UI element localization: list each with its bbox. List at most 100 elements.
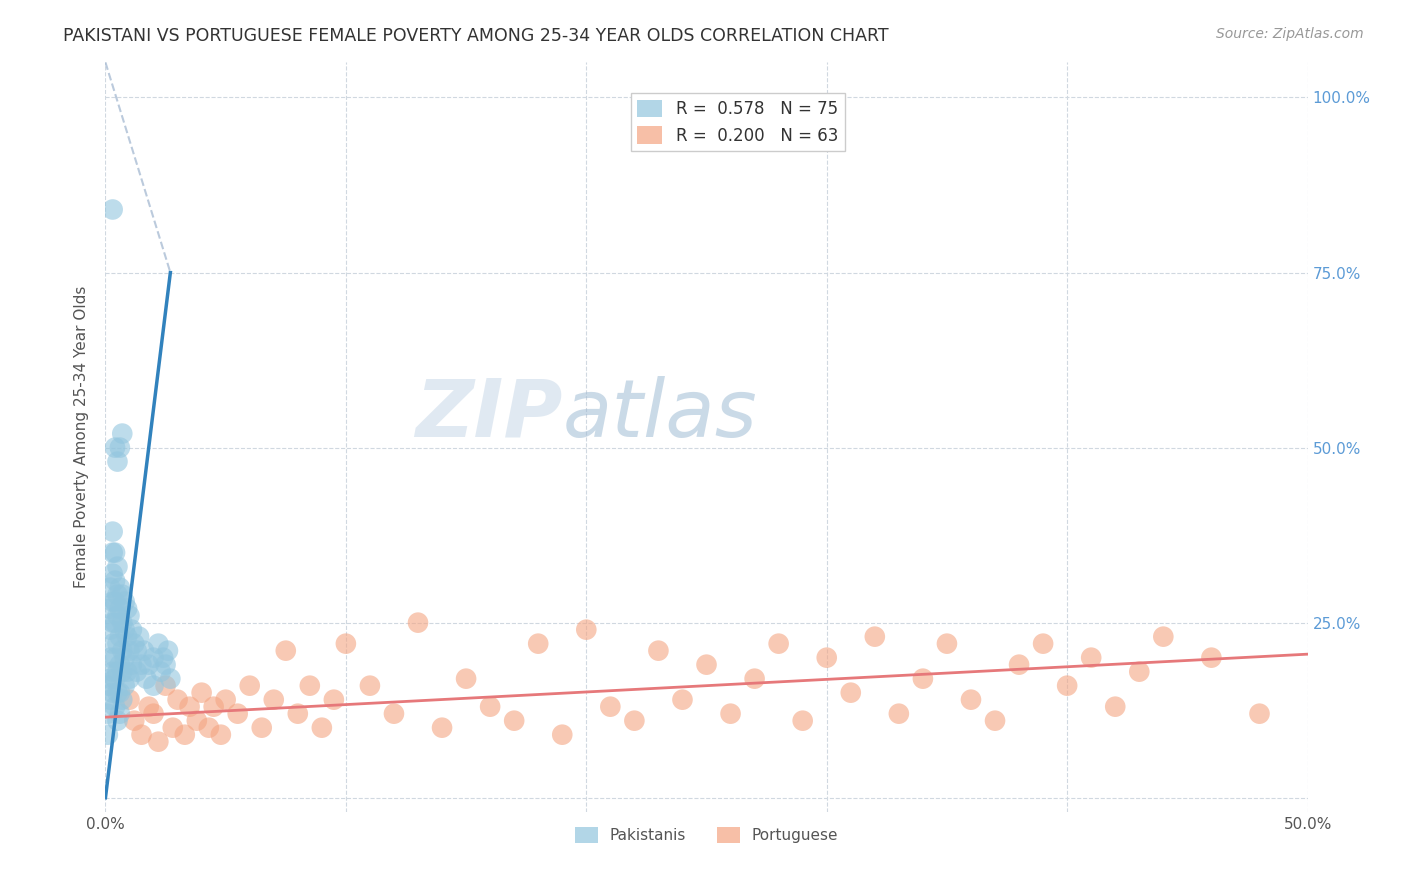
Point <box>111 615 134 630</box>
Point <box>298 679 321 693</box>
Point <box>863 630 886 644</box>
Point <box>108 581 131 595</box>
Point <box>287 706 309 721</box>
Point <box>101 665 124 679</box>
Point <box>104 650 127 665</box>
Point <box>104 441 127 455</box>
Point <box>179 699 201 714</box>
Point <box>107 686 129 700</box>
Point <box>887 706 910 721</box>
Point <box>108 630 131 644</box>
Point <box>311 721 333 735</box>
Y-axis label: Female Poverty Among 25-34 Year Olds: Female Poverty Among 25-34 Year Olds <box>75 286 90 588</box>
Point <box>198 721 221 735</box>
Point <box>108 441 131 455</box>
Point <box>599 699 621 714</box>
Point <box>107 637 129 651</box>
Point <box>696 657 718 672</box>
Point <box>155 679 177 693</box>
Point <box>1008 657 1031 672</box>
Point <box>152 650 174 665</box>
Point <box>121 623 143 637</box>
Point <box>148 734 170 748</box>
Point <box>406 615 429 630</box>
Text: PAKISTANI VS PORTUGUESE FEMALE POVERTY AMONG 25-34 YEAR OLDS CORRELATION CHART: PAKISTANI VS PORTUGUESE FEMALE POVERTY A… <box>63 27 889 45</box>
Point <box>190 686 212 700</box>
Point <box>115 601 138 615</box>
Point <box>124 637 146 651</box>
Point <box>1249 706 1271 721</box>
Point <box>111 426 134 441</box>
Point <box>430 721 453 735</box>
Point <box>97 728 120 742</box>
Point <box>98 623 121 637</box>
Point <box>335 637 357 651</box>
Point <box>142 679 165 693</box>
Point <box>623 714 645 728</box>
Point <box>575 623 598 637</box>
Point <box>1128 665 1150 679</box>
Point <box>125 665 148 679</box>
Point <box>98 601 121 615</box>
Point <box>101 566 124 581</box>
Point <box>98 650 121 665</box>
Point <box>142 650 165 665</box>
Point <box>104 672 127 686</box>
Point <box>118 692 141 706</box>
Point <box>107 559 129 574</box>
Point <box>1032 637 1054 651</box>
Point <box>124 714 146 728</box>
Point <box>1056 679 1078 693</box>
Point <box>274 643 297 657</box>
Point <box>111 692 134 706</box>
Point <box>111 588 134 602</box>
Point <box>155 657 177 672</box>
Point <box>166 692 188 706</box>
Point <box>815 650 838 665</box>
Point <box>720 706 742 721</box>
Point <box>97 706 120 721</box>
Text: Source: ZipAtlas.com: Source: ZipAtlas.com <box>1216 27 1364 41</box>
Point <box>98 672 121 686</box>
Point <box>101 524 124 539</box>
Point <box>1104 699 1126 714</box>
Point <box>768 637 790 651</box>
Point <box>239 679 262 693</box>
Point <box>108 706 131 721</box>
Point <box>111 665 134 679</box>
Point <box>159 672 181 686</box>
Point <box>359 679 381 693</box>
Point <box>115 630 138 644</box>
Point <box>101 686 124 700</box>
Legend: Pakistanis, Portuguese: Pakistanis, Portuguese <box>568 821 845 849</box>
Point <box>132 643 155 657</box>
Point <box>101 594 124 608</box>
Point <box>671 692 693 706</box>
Point <box>382 706 405 721</box>
Point <box>551 728 574 742</box>
Point <box>1152 630 1174 644</box>
Point <box>214 692 236 706</box>
Point <box>115 665 138 679</box>
Point <box>1201 650 1223 665</box>
Point <box>118 643 141 657</box>
Point <box>101 202 124 217</box>
Point <box>131 657 153 672</box>
Point <box>104 594 127 608</box>
Point <box>479 699 502 714</box>
Point <box>202 699 225 714</box>
Point <box>104 546 127 560</box>
Point <box>128 630 150 644</box>
Point <box>936 637 959 651</box>
Point <box>97 679 120 693</box>
Point <box>322 692 344 706</box>
Point <box>101 637 124 651</box>
Point <box>186 714 208 728</box>
Point <box>456 672 478 686</box>
Point <box>114 623 136 637</box>
Point <box>108 601 131 615</box>
Point <box>108 686 131 700</box>
Point <box>101 615 124 630</box>
Point <box>960 692 983 706</box>
Point <box>131 728 153 742</box>
